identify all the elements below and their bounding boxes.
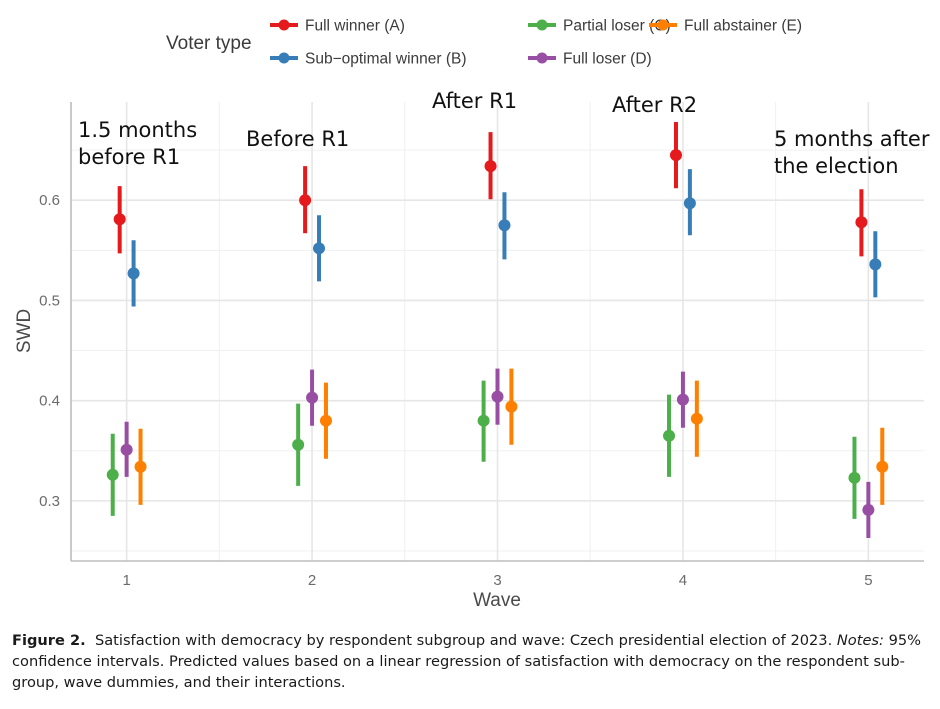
x-tick-label: 5 bbox=[864, 572, 872, 589]
point-estimate bbox=[876, 460, 889, 473]
point-estimate bbox=[292, 438, 305, 451]
point-estimate bbox=[848, 471, 861, 484]
point-estimate bbox=[862, 503, 875, 516]
point-estimate bbox=[676, 393, 689, 406]
axes: 0.3 0.4 0.5 0.6 1 2 3 4 5 bbox=[39, 102, 924, 589]
legend-label: Full abstainer (E) bbox=[684, 18, 802, 35]
x-axis-title: Wave bbox=[473, 590, 521, 611]
series-full-abstainer-e bbox=[134, 368, 889, 505]
x-tick-label: 4 bbox=[679, 572, 687, 589]
y-tick-label: 0.3 bbox=[39, 493, 60, 510]
x-tick-label: 3 bbox=[493, 572, 501, 589]
legend-label: Full loser (D) bbox=[563, 51, 652, 68]
legend-label: Full winner (A) bbox=[305, 18, 405, 35]
y-tick-label: 0.6 bbox=[39, 192, 60, 209]
point-estimate bbox=[505, 400, 518, 413]
caption-notes-text: 95% confidence intervals. Predicted valu… bbox=[12, 632, 922, 691]
point-estimate bbox=[299, 194, 312, 207]
wave-annotation: 5 months after bbox=[774, 127, 930, 151]
point-estimate bbox=[498, 219, 511, 232]
point-estimate bbox=[669, 149, 682, 162]
legend-key-point bbox=[278, 19, 290, 31]
wave-annotation: Before R1 bbox=[246, 127, 349, 151]
y-axis-title: SWD bbox=[14, 309, 35, 353]
legend-title: Voter type bbox=[166, 33, 252, 54]
plot-panel: 0.3 0.4 0.5 0.6 1 2 3 4 5 1.5 months before R1 Bef… bbox=[39, 89, 930, 589]
wave-annotation: After R2 bbox=[612, 93, 697, 117]
legend-label: Sub−optimal winner (B) bbox=[305, 51, 467, 68]
data-marks bbox=[106, 122, 889, 538]
legend: Voter type Full winner (A) Sub−optimal wi… bbox=[166, 18, 802, 68]
legend-item: Partial loser (C) bbox=[528, 18, 671, 35]
point-estimate bbox=[491, 390, 504, 403]
point-estimate bbox=[313, 242, 326, 255]
legend-item: Full abstainer (E) bbox=[649, 18, 802, 35]
point-estimate bbox=[855, 216, 868, 229]
point-estimate bbox=[106, 468, 119, 481]
caption-notes-label: Notes: bbox=[836, 632, 884, 649]
series-sub-optimal-winner-b bbox=[127, 169, 882, 307]
point-estimate bbox=[690, 412, 703, 425]
y-tick-label: 0.5 bbox=[39, 292, 60, 309]
point-estimate bbox=[120, 443, 133, 456]
point-estimate bbox=[113, 213, 126, 226]
wave-annotation: before R1 bbox=[78, 145, 180, 169]
caption-text: Satisfaction with democracy by responden… bbox=[94, 632, 833, 649]
point-estimate bbox=[869, 258, 882, 271]
figure-caption: Figure 2. Satisfaction with democracy by… bbox=[12, 630, 932, 693]
legend-key-point bbox=[278, 52, 290, 64]
legend-item: Sub−optimal winner (B) bbox=[270, 51, 467, 68]
point-estimate bbox=[683, 197, 696, 210]
legend-key-point bbox=[536, 52, 548, 64]
legend-key-point bbox=[657, 19, 669, 31]
wave-annotations: 1.5 months before R1 Before R1 After R1 Afte… bbox=[78, 89, 930, 178]
point-estimate bbox=[477, 414, 490, 427]
point-estimate bbox=[484, 160, 497, 173]
swd-chart: Voter type Full winner (A) Sub−optimal wi… bbox=[14, 18, 930, 612]
y-tick-label: 0.4 bbox=[39, 393, 60, 410]
x-tick-label: 1 bbox=[122, 572, 130, 589]
legend-key-point bbox=[536, 19, 548, 31]
series-full-loser-d bbox=[120, 368, 875, 538]
caption-label: Figure 2. bbox=[12, 632, 86, 649]
wave-annotation: 1.5 months bbox=[78, 118, 197, 142]
legend-label: Partial loser (C) bbox=[563, 18, 671, 35]
legend-item: Full winner (A) bbox=[270, 18, 405, 35]
series-full-winner-a bbox=[113, 122, 868, 257]
point-estimate bbox=[306, 391, 319, 404]
wave-annotation: the election bbox=[774, 154, 899, 178]
point-estimate bbox=[319, 414, 332, 427]
legend-item: Full loser (D) bbox=[528, 51, 652, 68]
x-tick-label: 2 bbox=[308, 572, 316, 589]
wave-annotation: After R1 bbox=[432, 89, 517, 113]
point-estimate bbox=[663, 429, 676, 442]
series-partial-loser-c bbox=[106, 380, 861, 519]
point-estimate bbox=[127, 267, 140, 280]
point-estimate bbox=[134, 460, 147, 473]
